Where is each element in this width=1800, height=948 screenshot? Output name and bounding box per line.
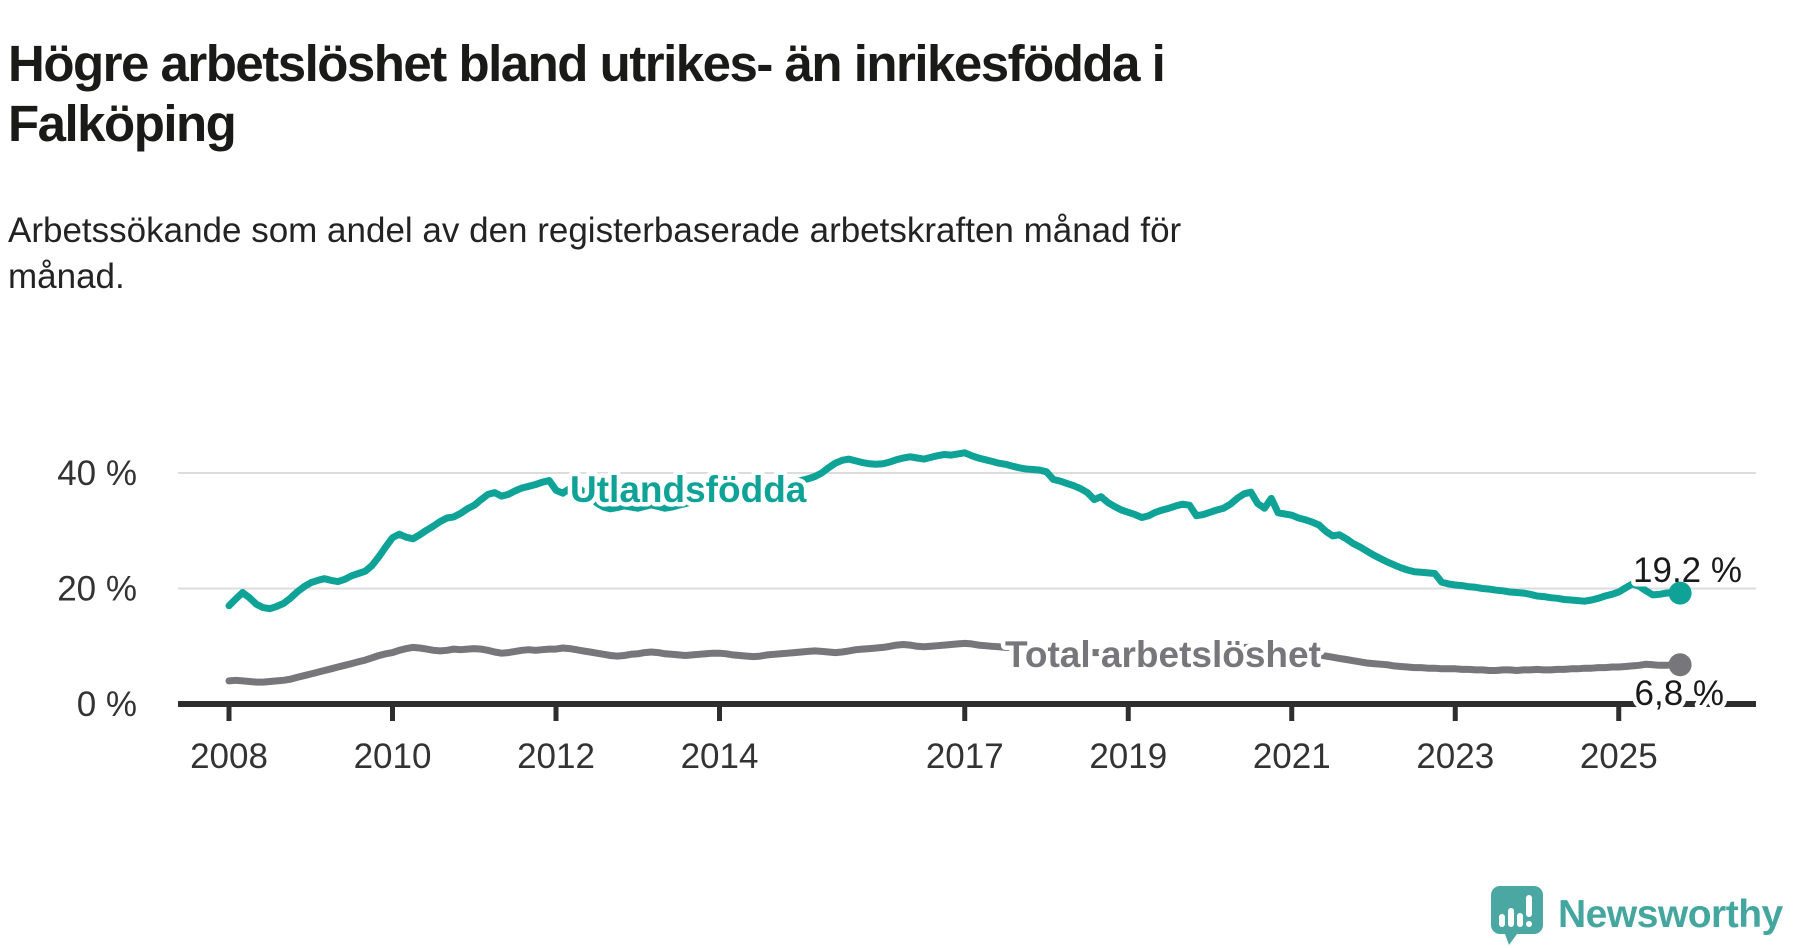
x-axis-tick-2008 [226,707,232,721]
x-tick-label-2008: 2008 [190,737,268,776]
title-line-1: Högre arbetslöshet bland utrikes- än inr… [8,35,1166,93]
subtitle-line-2: månad. [8,257,125,297]
x-tick-label-2023: 2023 [1416,737,1494,776]
gridline-layer [178,472,1756,590]
x-tick-label-2025: 2025 [1580,737,1658,776]
series-line-layer [225,449,1684,686]
x-tick-label-2010: 2010 [354,737,432,776]
x-axis-tick-2019 [1125,707,1131,721]
series-label-utlandsfodda: Utlandsfödda [570,469,807,510]
x-axis-tick-2012 [553,707,559,721]
newsworthy-branding: Newsworthy [1486,884,1783,946]
logo-bar-2 [1508,908,1514,927]
series-label-total-arbetsloshet: Total arbetslöshet [1005,634,1321,675]
title-line-2: Falköping [8,95,237,153]
x-axis-layer [178,701,1756,721]
newsworthy-speech-bubble-icon [1491,886,1543,945]
end-dot-layer [1668,581,1692,677]
logo-exclamation-bar [1526,895,1532,917]
logo-bar-1 [1499,914,1505,927]
x-axis-tick-2017 [962,707,968,721]
x-tick-label-2014: 2014 [681,737,759,776]
series-line-total [225,639,1684,686]
x-tick-label-2019: 2019 [1089,737,1167,776]
series-line-utlandsfodda [225,449,1684,613]
y-tick-label-0: 0 % [77,685,137,724]
x-axis-line [178,701,1756,707]
end-dot-utlandsfodda [1668,581,1692,605]
y-tick-label-40: 40 % [57,454,137,493]
newsworthy-wordmark: Newsworthy [1558,893,1783,936]
logo-exclamation-dot [1526,921,1532,927]
x-axis-tick-2021 [1289,707,1295,721]
page-title: Högre arbetslöshet bland utrikes- än inr… [8,34,1508,154]
x-tick-label-2017: 2017 [926,737,1004,776]
logo-bar-3 [1517,913,1523,927]
x-tick-label-2012: 2012 [517,737,595,776]
end-value-label-total: 6,8 % [1635,674,1725,713]
tick-label-layer: 2008 2010 2012 2014 2017 2019 2021 2023 2025 0 % 2… [57,454,1657,776]
end-value-label-utlandsfodda: 19,2 % [1633,551,1742,590]
x-tick-label-2021: 2021 [1253,737,1331,776]
x-axis-tick-2023 [1452,707,1458,721]
speech-bubble-shape [1491,886,1543,945]
x-axis-tick-2014 [717,707,722,721]
x-axis-tick-2010 [390,707,395,721]
end-dot-total [1668,653,1692,677]
x-axis-tick-2025 [1616,707,1622,721]
subtitle-line-1: Arbetssökande som andel av den registerb… [8,211,1182,250]
y-tick-label-20: 20 % [57,570,137,609]
chart-subtitle: Arbetssökande som andel av den registerb… [8,208,1508,300]
